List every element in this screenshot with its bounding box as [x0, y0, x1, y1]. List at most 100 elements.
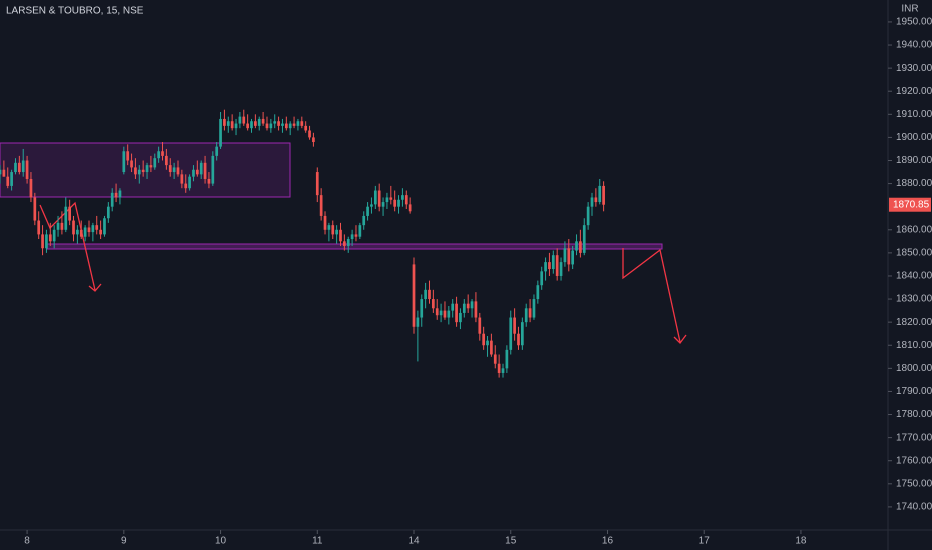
candle-body: [528, 308, 532, 318]
candle-body: [474, 301, 478, 318]
candle-body: [161, 151, 164, 156]
candle-body: [443, 310, 447, 318]
candle-body: [346, 239, 350, 246]
candle-body: [273, 121, 277, 124]
candle-body: [548, 262, 551, 270]
candle-body: [137, 169, 141, 175]
candle-body: [188, 176, 191, 189]
candle-body: [207, 178, 211, 184]
zone-band: [46, 243, 663, 250]
candle-body: [389, 197, 393, 200]
x-tick-label: 14: [408, 536, 420, 547]
y-tick-label: 1800.00: [896, 363, 932, 374]
y-tick-label: 1750.00: [896, 478, 932, 489]
candle-body: [304, 125, 308, 131]
candle-body: [292, 123, 296, 126]
candle-body: [482, 333, 486, 346]
candle-body: [362, 215, 366, 226]
y-tick-label: 1850.00: [896, 248, 932, 259]
candle-body: [424, 289, 427, 300]
candle-body: [590, 197, 594, 207]
candle-body: [33, 197, 37, 221]
candle-body: [41, 234, 44, 249]
drawings: [0, 142, 687, 344]
y-tick-label: 1940.00: [896, 40, 932, 51]
candle-body: [269, 123, 273, 129]
candle-body: [509, 317, 513, 350]
candle-body: [459, 312, 462, 323]
candle-body: [335, 229, 338, 235]
y-tick-label: 1950.00: [896, 17, 932, 28]
candle-body: [126, 151, 130, 161]
unit-label: INR: [901, 4, 918, 15]
candle-body: [165, 155, 168, 166]
y-tick-label: 1910.00: [896, 109, 932, 120]
candle-body: [420, 299, 424, 318]
candle-body: [385, 197, 389, 203]
candle-body: [203, 162, 207, 179]
candle-body: [490, 340, 493, 355]
arrow-head: [673, 334, 687, 344]
candle-body: [404, 195, 408, 205]
candle-body: [265, 123, 269, 129]
candle-body: [319, 195, 323, 216]
candle-body: [141, 169, 145, 173]
candle-body: [95, 225, 99, 230]
candle-body: [524, 308, 528, 323]
x-tick-label: 10: [215, 536, 227, 547]
candle-body: [517, 333, 520, 346]
last-price-box: [889, 197, 931, 212]
candle-body: [14, 162, 17, 173]
y-tick-label: 1920.00: [896, 86, 932, 97]
candle-body: [192, 169, 195, 177]
candle-body: [520, 322, 524, 346]
candle-body: [195, 169, 199, 175]
chart-title: LARSEN & TOUBRO, 15, NSE: [6, 6, 144, 17]
candle-body: [412, 264, 416, 327]
candle-body: [501, 368, 505, 373]
candle-body: [586, 206, 590, 226]
candle-body: [48, 234, 52, 242]
candle-body: [497, 363, 501, 373]
candle-body: [87, 227, 91, 233]
candle-body: [76, 229, 79, 235]
candle-body: [370, 204, 373, 207]
candle-body: [68, 206, 72, 221]
candle-body: [79, 229, 83, 237]
candle-body: [6, 176, 10, 186]
y-tick-label: 1810.00: [896, 340, 932, 351]
candle-body: [284, 123, 288, 129]
candle-body: [381, 202, 385, 207]
y-tick-label: 1840.00: [896, 271, 932, 282]
candle-body: [199, 162, 203, 175]
path-arrow: [39, 201, 96, 291]
y-tick-label: 1740.00: [896, 502, 932, 513]
candle-body: [594, 197, 598, 203]
candle-body: [168, 165, 172, 173]
y-tick-label: 1860.00: [896, 224, 932, 235]
candle-body: [366, 206, 369, 216]
candle-body: [176, 167, 180, 175]
candle-body: [226, 121, 230, 126]
candle-body: [134, 167, 137, 175]
candle-body: [223, 118, 226, 126]
candle-body: [331, 225, 335, 235]
candle-body: [145, 165, 149, 173]
candle-body: [323, 215, 327, 230]
candle-body: [180, 174, 184, 184]
candle-body: [288, 123, 292, 129]
candle-body: [25, 160, 29, 179]
candle-body: [397, 199, 400, 207]
y-tick-label: 1780.00: [896, 409, 932, 420]
candle-body: [257, 118, 261, 126]
candle-body: [130, 160, 133, 168]
candle-body: [261, 118, 265, 124]
candle-body: [416, 317, 420, 327]
candle-body: [56, 222, 60, 230]
candle-body: [339, 229, 342, 242]
candle-body: [544, 262, 547, 272]
candle-body: [470, 301, 474, 309]
candle-body: [401, 195, 404, 200]
